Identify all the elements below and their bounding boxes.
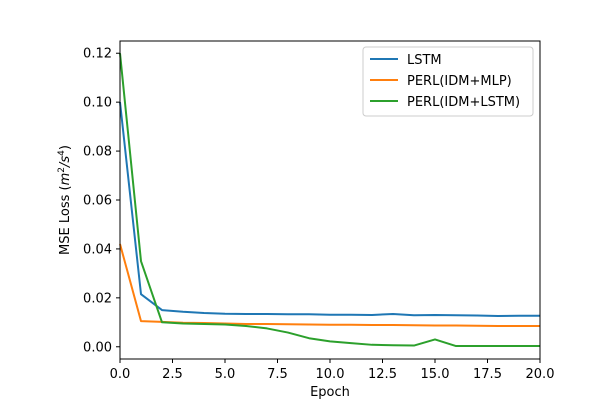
x-tick-label: 10.0	[316, 367, 345, 382]
y-axis-label: MSE Loss (m2/s4)	[57, 145, 73, 255]
x-tick-label: 17.5	[473, 367, 502, 382]
series-line-lstm	[119, 102, 540, 317]
legend: LSTM PERL(IDM+MLP) PERL(IDM+LSTM)	[362, 46, 534, 117]
y-tick-label: 0.06	[83, 194, 112, 209]
x-tick-label: 15.0	[421, 367, 450, 382]
plot-frame	[119, 40, 541, 360]
y-tick-label: 0.02	[83, 291, 112, 306]
x-axis-ticks: 0.0 2.5 5.0 7.5 10.0 12.5 15.0 17.5 20.0	[110, 359, 555, 382]
legend-box	[362, 46, 534, 117]
y-tick-label: 0.10	[83, 96, 112, 111]
series-layer	[119, 53, 540, 348]
y-tick-label: 0.00	[83, 340, 112, 355]
legend-label-perl-idm-mlp: PERL(IDM+MLP)	[407, 74, 512, 89]
y-tick-label: 0.12	[83, 47, 112, 62]
x-tick-label: 5.0	[215, 367, 236, 382]
x-axis-label: Epoch	[310, 385, 350, 400]
legend-label-lstm: LSTM	[407, 53, 442, 68]
y-tick-label: 0.08	[83, 145, 112, 160]
y-axis-ticks: 0.00 0.02 0.04 0.06 0.08 0.10 0.12	[83, 47, 120, 355]
x-tick-label: 2.5	[162, 367, 183, 382]
x-tick-label: 0.0	[110, 367, 131, 382]
legend-label-perl-idm-lstm: PERL(IDM+LSTM)	[407, 95, 520, 110]
x-tick-label: 7.5	[267, 367, 288, 382]
y-tick-label: 0.04	[83, 242, 112, 257]
x-tick-label: 12.5	[368, 367, 397, 382]
x-tick-label: 20.0	[526, 367, 555, 382]
series-line-perl-idm-lstm	[119, 53, 540, 348]
